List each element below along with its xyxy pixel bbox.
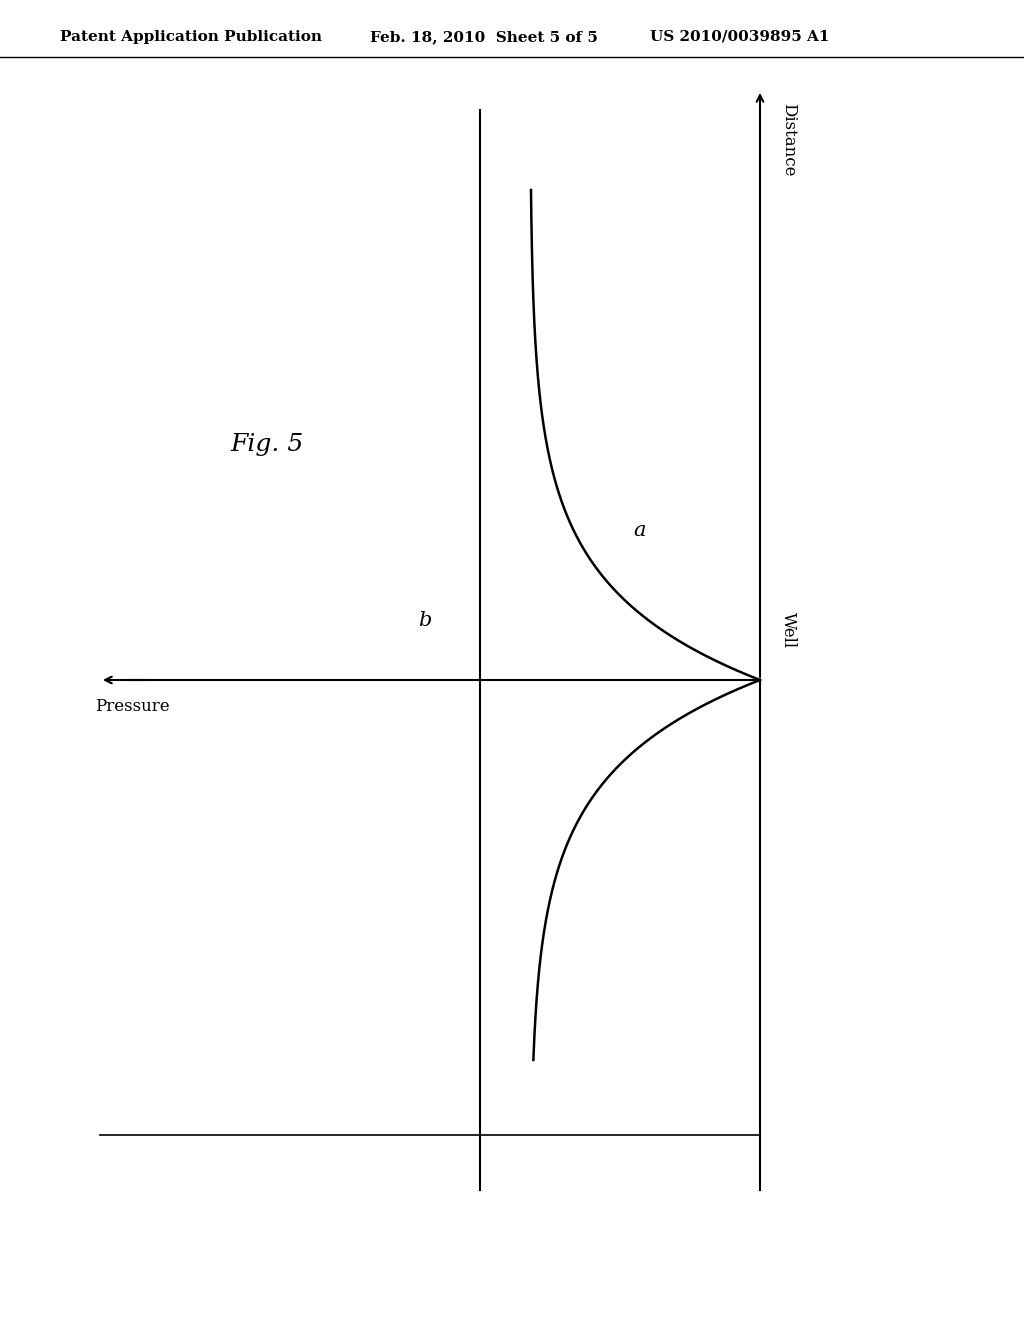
Text: Distance: Distance [780,103,797,177]
Text: Pressure: Pressure [95,698,170,715]
Text: b: b [419,610,432,630]
Text: Well: Well [780,612,797,648]
Text: Feb. 18, 2010  Sheet 5 of 5: Feb. 18, 2010 Sheet 5 of 5 [370,30,598,44]
Text: a: a [634,520,646,540]
Text: US 2010/0039895 A1: US 2010/0039895 A1 [650,30,829,44]
Text: Patent Application Publication: Patent Application Publication [60,30,322,44]
Text: Fig. 5: Fig. 5 [230,433,303,457]
